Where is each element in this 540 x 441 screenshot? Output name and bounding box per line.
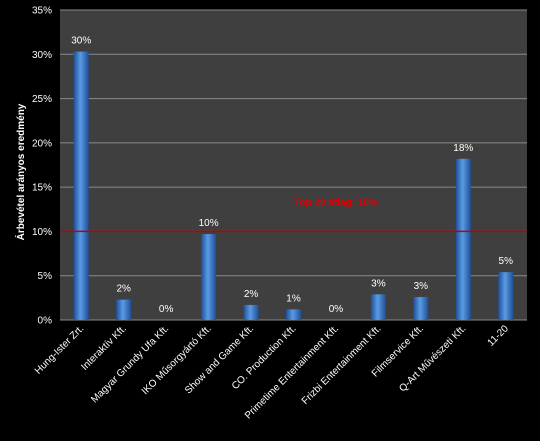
data-label: 2% xyxy=(244,289,259,300)
bar xyxy=(116,299,132,320)
y-tick-label: 5% xyxy=(38,271,53,282)
data-label: 3% xyxy=(414,281,429,292)
bars xyxy=(73,51,514,320)
data-label: 1% xyxy=(286,293,301,304)
data-label: 18% xyxy=(453,143,473,154)
y-axis-ticks: 0% 5% 10% 15% 20% 25% 30% 35% xyxy=(32,6,52,327)
y-axis-title: Árbevétel arányos eredmény xyxy=(14,103,27,240)
x-tick-label: Magyar Grundy Ufa Kft. xyxy=(89,323,171,405)
bar xyxy=(413,296,429,320)
data-label: 30% xyxy=(71,36,91,47)
data-label: 2% xyxy=(116,284,131,295)
x-tick-label: Frizbi Entertainment Kft. xyxy=(300,323,384,407)
bar xyxy=(455,158,471,320)
x-tick-label: 11-20 xyxy=(486,323,512,349)
plot-area xyxy=(60,10,527,320)
average-reference-label: Top 20 átlag: 10% xyxy=(294,197,378,208)
bar xyxy=(286,309,301,320)
data-labels: 30% 2% 0% 10% 2% 1% 0% 3% 3% 18% 5% xyxy=(71,36,513,315)
data-label: 0% xyxy=(329,304,344,315)
bar xyxy=(243,304,259,320)
y-tick-label: 20% xyxy=(32,138,52,149)
y-tick-label: 30% xyxy=(32,50,52,61)
bar xyxy=(73,51,89,320)
data-label: 5% xyxy=(499,256,514,267)
y-tick-label: 35% xyxy=(32,6,52,17)
y-tick-label: 15% xyxy=(32,183,52,194)
bar xyxy=(370,294,386,320)
data-label: 0% xyxy=(159,304,174,315)
y-tick-label: 25% xyxy=(32,94,52,105)
x-axis-ticks: Hung-Ister Zrt.Interaktív Kft.Magyar Gru… xyxy=(33,323,511,421)
y-tick-label: 10% xyxy=(32,227,52,238)
x-tick-label: IKO Műsorgyártó Kft. xyxy=(140,323,214,397)
data-label: 10% xyxy=(199,218,219,229)
y-tick-label: 0% xyxy=(38,316,53,327)
data-label: 3% xyxy=(371,278,386,289)
bar xyxy=(201,234,217,320)
x-tick-label: Hung-Ister Zrt. xyxy=(33,323,86,376)
bar xyxy=(498,272,514,320)
